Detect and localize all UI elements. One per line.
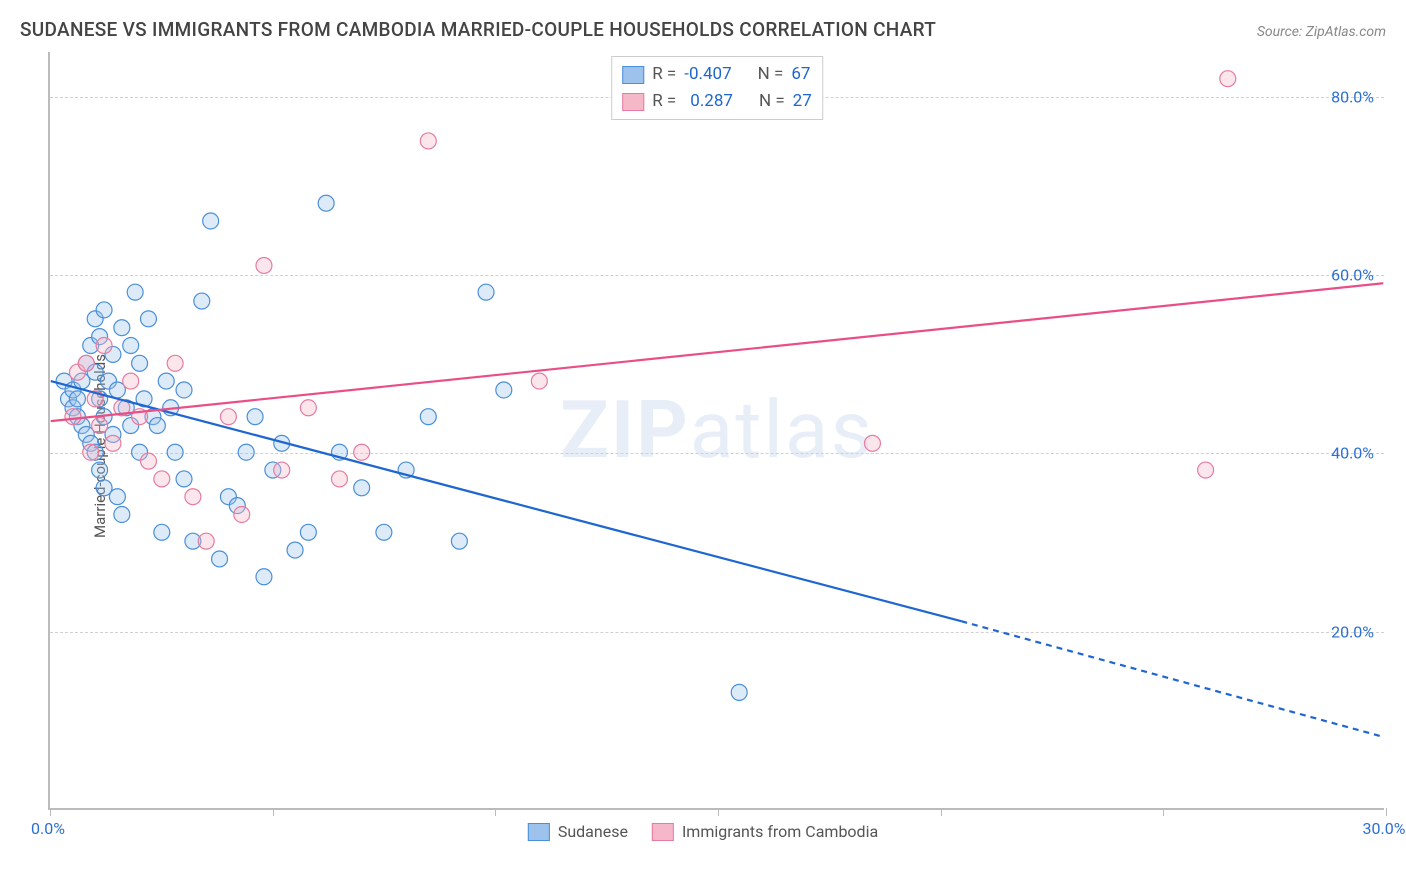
scatter-point	[109, 489, 125, 505]
scatter-point	[318, 195, 334, 211]
scatter-point	[331, 471, 347, 487]
scatter-point	[420, 409, 436, 425]
scatter-point	[247, 409, 263, 425]
r-value-0: -0.407	[684, 61, 731, 88]
scatter-point	[140, 453, 156, 469]
scatter-point	[300, 400, 316, 416]
n-label: N =	[758, 61, 784, 88]
xtick	[495, 808, 496, 816]
n-label: N =	[759, 88, 785, 115]
scatter-point	[354, 480, 370, 496]
scatter-point	[154, 524, 170, 540]
xtick	[273, 808, 274, 816]
xtick	[718, 808, 719, 816]
scatter-point	[167, 355, 183, 371]
chart-container: SUDANESE VS IMMIGRANTS FROM CAMBODIA MAR…	[0, 0, 1406, 892]
trend-line-extrapolated	[961, 621, 1383, 737]
xtick-label: 30.0%	[1363, 819, 1406, 838]
scatter-point	[420, 133, 436, 149]
scatter-point	[203, 213, 219, 229]
legend-label-0: Sudanese	[558, 822, 628, 841]
scatter-point	[451, 533, 467, 549]
scatter-point	[198, 533, 214, 549]
scatter-point	[123, 338, 139, 354]
scatter-point	[376, 524, 392, 540]
trend-line	[51, 283, 1383, 421]
legend-item-0: Sudanese	[528, 822, 628, 841]
legend-stats: R = -0.407 N = 67 R = 0.287 N = 27	[611, 56, 823, 120]
scatter-point	[114, 507, 130, 523]
n-value-1: 27	[793, 88, 812, 115]
xtick	[1163, 808, 1164, 816]
scatter-point	[185, 489, 201, 505]
scatter-point	[127, 284, 143, 300]
chart-title: SUDANESE VS IMMIGRANTS FROM CAMBODIA MAR…	[20, 18, 936, 41]
scatter-point	[92, 418, 108, 434]
legend-item-1: Immigrants from Cambodia	[652, 822, 878, 841]
scatter-point	[96, 338, 112, 354]
scatter-point	[354, 444, 370, 460]
scatter-point	[864, 435, 880, 451]
xtick	[941, 808, 942, 816]
scatter-point	[300, 524, 316, 540]
n-value-0: 67	[791, 61, 810, 88]
scatter-point	[96, 302, 112, 318]
scatter-point	[478, 284, 494, 300]
xtick	[50, 808, 51, 816]
scatter-point	[140, 311, 156, 327]
legend-stats-row-0: R = -0.407 N = 67	[622, 61, 812, 88]
scatter-point	[65, 409, 81, 425]
legend-stats-row-1: R = 0.287 N = 27	[622, 88, 812, 115]
scatter-point	[69, 391, 85, 407]
r-label: R =	[652, 88, 676, 115]
title-bar: SUDANESE VS IMMIGRANTS FROM CAMBODIA MAR…	[20, 18, 1386, 41]
scatter-point	[256, 257, 272, 273]
xtick	[1386, 808, 1387, 816]
scatter-point	[1220, 71, 1236, 87]
scatter-point	[1198, 462, 1214, 478]
scatter-point	[220, 409, 236, 425]
scatter-point	[154, 471, 170, 487]
scatter-point	[105, 435, 121, 451]
scatter-point	[274, 462, 290, 478]
source-label: Source: ZipAtlas.com	[1257, 24, 1386, 40]
legend-swatch-0	[622, 66, 644, 84]
legend-swatch-1	[622, 93, 644, 111]
scatter-point	[212, 551, 228, 567]
scatter-point	[731, 684, 747, 700]
r-value-1: 0.287	[684, 88, 733, 115]
legend-label-1: Immigrants from Cambodia	[682, 822, 878, 841]
scatter-point	[531, 373, 547, 389]
scatter-point	[149, 418, 165, 434]
legend-series: Sudanese Immigrants from Cambodia	[528, 822, 878, 841]
scatter-point	[194, 293, 210, 309]
scatter-point	[496, 382, 512, 398]
scatter-point	[78, 355, 94, 371]
scatter-point	[176, 382, 192, 398]
r-label: R =	[652, 61, 676, 88]
scatter-point	[287, 542, 303, 558]
scatter-point	[132, 355, 148, 371]
legend-swatch-bottom-1	[652, 823, 674, 841]
scatter-point	[238, 444, 254, 460]
scatter-point	[92, 462, 108, 478]
scatter-point	[83, 444, 99, 460]
scatter-point	[167, 444, 183, 460]
scatter-point	[256, 569, 272, 585]
scatter-point	[114, 320, 130, 336]
scatter-point	[176, 471, 192, 487]
legend-swatch-bottom-0	[528, 823, 550, 841]
scatter-point	[123, 373, 139, 389]
xtick-label: 0.0%	[31, 819, 65, 838]
scatter-point	[158, 373, 174, 389]
plot-svg	[50, 52, 1384, 808]
scatter-point	[234, 507, 250, 523]
plot-area: ZIPatlas R = -0.407 N = 67 R = 0.287 N =…	[48, 52, 1384, 810]
